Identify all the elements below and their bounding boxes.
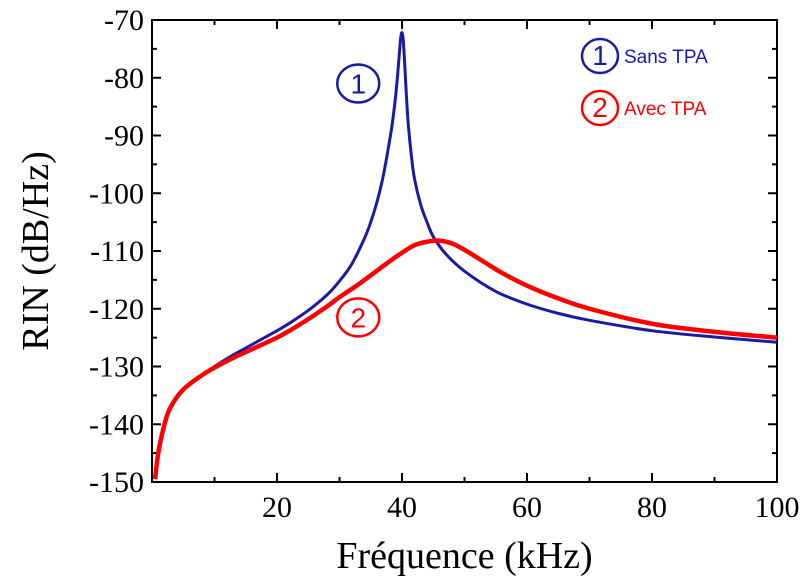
- legend-entry-2: 2 Avec TPA: [580, 89, 707, 127]
- legend-label: Avec TPA: [624, 99, 707, 120]
- y-axis-title: RIN (dB/Hz): [15, 151, 57, 350]
- legend-entry-1: 1 Sans TPA: [580, 37, 708, 75]
- legend-number: 1: [592, 40, 608, 71]
- x-tick-label: 100: [755, 491, 800, 524]
- series-layer: [152, 31, 778, 480]
- y-tick-label: -80: [104, 62, 144, 95]
- marker-number: 1: [350, 69, 366, 100]
- y-tick-label: -90: [104, 120, 144, 153]
- legend-label: Sans TPA: [624, 47, 708, 68]
- series-line-2: [152, 238, 778, 480]
- legend-circle: [580, 37, 620, 75]
- annotations: 12: [336, 63, 381, 338]
- legend-circle: [580, 89, 620, 127]
- y-tick-label: -70: [104, 4, 144, 37]
- legend: 1 Sans TPA 2 Avec TPA: [580, 37, 708, 127]
- x-axis-title: Fréquence (kHz): [336, 535, 592, 577]
- series-line-1: [153, 31, 778, 480]
- y-tick-label: -130: [89, 351, 144, 384]
- y-tick-label: -120: [89, 293, 144, 326]
- y-tick-label: -150: [89, 466, 144, 499]
- y-tick-label: -140: [89, 408, 144, 441]
- x-tick-label: 60: [512, 491, 542, 524]
- series-marker-2: 2: [336, 297, 381, 338]
- x-axis: 20 40 60 80 100: [213, 20, 800, 524]
- marker-circle: [336, 297, 381, 338]
- y-tick-label: -100: [89, 177, 144, 210]
- y-tick-label: -110: [90, 235, 144, 268]
- marker-circle: [336, 63, 381, 104]
- series-marker-1: 1: [336, 63, 381, 104]
- marker-number: 2: [350, 302, 366, 333]
- x-tick-label: 40: [387, 491, 417, 524]
- y-axis: -150 -140 -130 -120 -110 -100 -90 -80 -70: [89, 4, 777, 499]
- legend-number: 2: [592, 92, 608, 123]
- x-tick-label: 20: [262, 491, 292, 524]
- x-tick-label: 80: [637, 491, 667, 524]
